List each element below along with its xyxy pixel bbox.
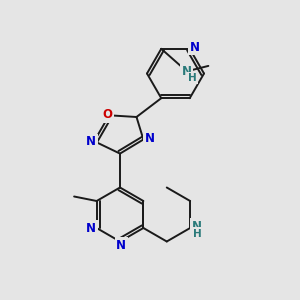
Text: N: N — [192, 220, 202, 233]
Text: H: H — [193, 229, 201, 239]
Text: N: N — [144, 132, 154, 146]
Text: N: N — [182, 65, 192, 78]
Text: N: N — [116, 238, 126, 252]
Text: N: N — [190, 41, 200, 54]
Text: N: N — [86, 135, 96, 148]
Text: O: O — [102, 108, 112, 122]
Text: N: N — [86, 221, 96, 235]
Text: H: H — [188, 73, 197, 83]
